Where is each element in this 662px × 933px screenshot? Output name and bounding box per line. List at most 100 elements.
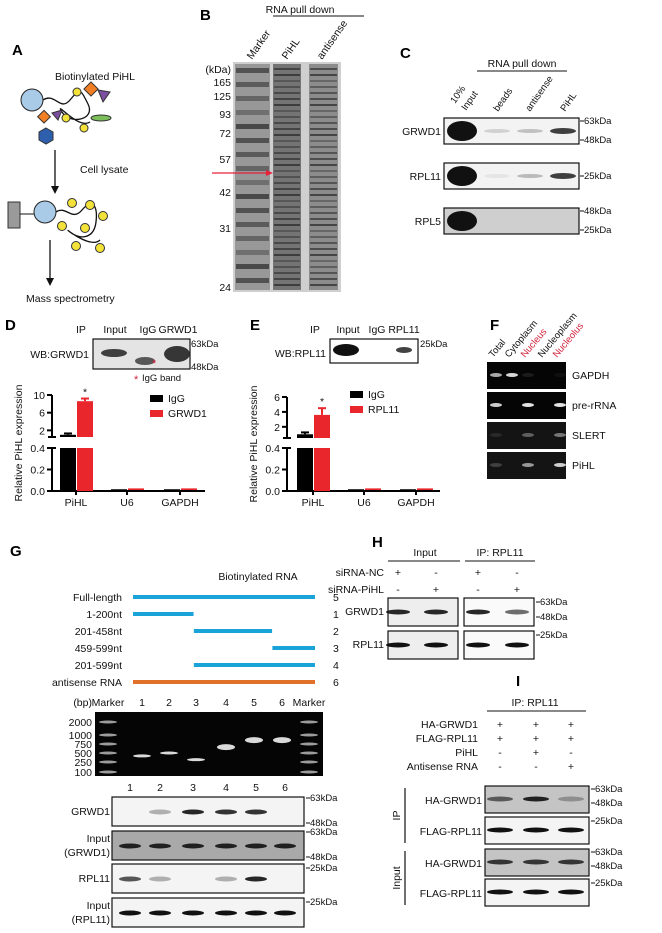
condition-sign: - bbox=[396, 584, 400, 596]
blot-band bbox=[558, 859, 584, 865]
lane-smear bbox=[273, 64, 301, 290]
blot-label: RPL11 bbox=[410, 171, 441, 183]
x-tick-label: GAPDH bbox=[397, 497, 434, 509]
kda-label: 48kDa bbox=[584, 206, 612, 217]
cell-lysate-label: Cell lysate bbox=[80, 164, 129, 176]
kda-marker-24: 24 bbox=[219, 282, 231, 294]
gel-band bbox=[274, 164, 300, 166]
wb-label: WB:RPL11 bbox=[275, 348, 326, 360]
lane-label-pihl: PiHL bbox=[280, 36, 303, 62]
bar bbox=[164, 489, 180, 491]
kda-marker-labels: 165 125 93 72 57 42 31 24 bbox=[213, 77, 231, 294]
construct-459-599nt: 459-599nt 3 bbox=[75, 643, 339, 655]
bar-upper bbox=[77, 401, 93, 437]
gel-lane-label: Marker bbox=[92, 697, 125, 709]
panel-b-silver-gel: RNA pull down Marker PiHL antisense (kDa… bbox=[205, 4, 364, 294]
blot-band bbox=[99, 733, 117, 737]
blot-rpl5: RPL5 48kDa 25kDa bbox=[415, 206, 612, 236]
legend-label: GRWD1 bbox=[168, 408, 207, 420]
input-group-label: Input bbox=[413, 547, 436, 559]
y-axis-label: Relative PiHL expression bbox=[248, 385, 260, 502]
kda-label: 63kDa bbox=[595, 784, 623, 795]
construct-label: Full-length bbox=[73, 592, 122, 604]
y-tick-label: 0.4 bbox=[265, 443, 280, 455]
blot-band bbox=[245, 876, 267, 882]
blot-lane-number: 5 bbox=[253, 782, 259, 794]
gel-band bbox=[310, 230, 337, 232]
bar-upper bbox=[60, 434, 76, 437]
legend-label: IgG bbox=[368, 389, 385, 401]
gel-band bbox=[274, 158, 300, 160]
blot-band bbox=[447, 121, 477, 141]
red-arrow-icon bbox=[212, 170, 273, 176]
panel-a-schematic: Biotinylated PiHL Cell lysate bbox=[7, 71, 135, 305]
blot-label: (RPL11) bbox=[72, 914, 110, 926]
gel-band bbox=[274, 176, 300, 178]
lane-label-marker: Marker bbox=[245, 28, 274, 62]
kda-label: 25kDa bbox=[310, 897, 338, 908]
igg-band-note: IgG band bbox=[142, 373, 181, 384]
kda-label: 48kDa bbox=[310, 818, 338, 829]
blot-band bbox=[187, 758, 205, 762]
legend-label: RPL11 bbox=[368, 404, 399, 416]
blot-band bbox=[149, 809, 171, 815]
mass-spectrometry-label: Mass spectrometry bbox=[26, 293, 115, 305]
kda-label: 63kDa bbox=[191, 339, 219, 350]
lane-label-input: Input bbox=[103, 324, 126, 336]
y-tick-label: 0.0 bbox=[30, 486, 45, 498]
bar-upper bbox=[297, 434, 313, 438]
blot-input-flag-rpl11: FLAG-RPL11 25kDa bbox=[420, 878, 623, 907]
gel-band bbox=[310, 218, 337, 220]
bar-igg-pihl bbox=[297, 431, 313, 491]
construct-lane-number: 5 bbox=[333, 592, 339, 604]
blot-label: HA-GRWD1 bbox=[425, 795, 482, 807]
blot-band bbox=[523, 889, 549, 895]
gel-band bbox=[274, 74, 300, 76]
gel-band bbox=[310, 110, 337, 112]
bar-igg-gapdh bbox=[164, 489, 180, 491]
gel-lane-antisense bbox=[309, 64, 338, 290]
gel-band bbox=[310, 206, 337, 208]
rna-pull-down-header: RNA pull down bbox=[488, 58, 557, 70]
legend-swatch bbox=[350, 406, 363, 413]
bar bbox=[111, 489, 127, 491]
bar-igg-gapdh bbox=[400, 489, 416, 491]
gel-band bbox=[310, 266, 337, 268]
gel-band bbox=[310, 194, 337, 196]
bar-rpl11-u6 bbox=[365, 488, 381, 490]
construct-bar bbox=[133, 595, 315, 599]
blot-band bbox=[182, 809, 204, 815]
bar-chart-d: Relative PiHL expression 2 6 10 0.0 0.2 0.4 PiH… bbox=[13, 384, 207, 509]
kda-marker-125: 125 bbox=[213, 91, 231, 103]
blot-band bbox=[554, 463, 566, 467]
blot-band bbox=[487, 859, 513, 865]
lane-smear bbox=[235, 64, 270, 290]
blot-band bbox=[447, 211, 477, 231]
bar-grwd1-u6 bbox=[128, 488, 144, 490]
blot-band bbox=[558, 889, 584, 895]
blot-label: FLAG-RPL11 bbox=[420, 888, 482, 900]
blot-band bbox=[217, 744, 235, 751]
panel-label-g: G bbox=[10, 543, 22, 560]
blot-lane-number: 3 bbox=[190, 782, 196, 794]
condition-sign: + bbox=[568, 761, 574, 773]
biotinylated-rna-header: Biotinylated RNA bbox=[218, 571, 297, 583]
blot-band bbox=[164, 346, 190, 362]
gel-band bbox=[236, 278, 269, 283]
bp-ladder-label: 1000 bbox=[69, 730, 93, 742]
condition-sign: + bbox=[475, 567, 481, 579]
bar-igg-pihl bbox=[60, 432, 76, 491]
gel-band bbox=[310, 92, 337, 94]
gel-band bbox=[236, 194, 269, 199]
ip-group-label: IP: RPL11 bbox=[476, 547, 523, 559]
blot-band bbox=[99, 720, 117, 724]
gel-band bbox=[274, 266, 300, 268]
bar-igg-u6 bbox=[111, 489, 127, 491]
blot-frame bbox=[111, 897, 305, 928]
blot-band bbox=[386, 642, 410, 648]
kda-label: 48kDa bbox=[584, 135, 612, 146]
gel-band bbox=[310, 170, 337, 172]
blot-band bbox=[300, 751, 318, 755]
blot-band bbox=[149, 876, 171, 882]
